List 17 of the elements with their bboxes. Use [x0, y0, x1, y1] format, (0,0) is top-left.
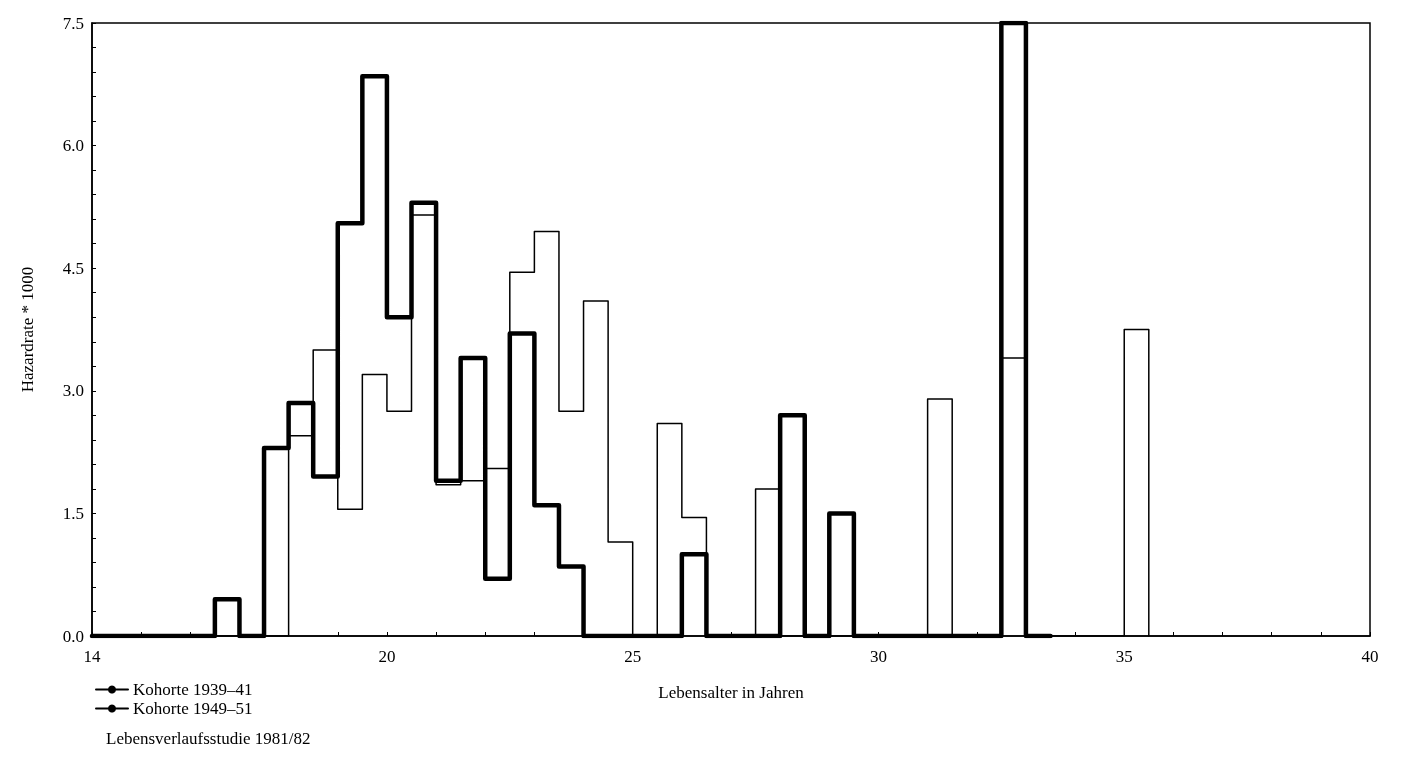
y-tick-label: 1.5 — [62, 503, 84, 523]
x-tick-label: 20 — [378, 647, 396, 666]
x-tick-label: 40 — [1361, 647, 1379, 666]
y-tick-label: 6.0 — [62, 136, 84, 156]
y-tick-label: 4.5 — [62, 258, 84, 278]
y-tick-label: 3.0 — [62, 381, 84, 401]
y-tick-label: 0.0 — [62, 626, 84, 646]
y-tick-label: 7.5 — [62, 13, 84, 33]
text: Lebensverlaufsstudie 1981/82 — [106, 729, 311, 748]
x-tick-label: 14 — [83, 647, 101, 666]
legend-label: Kohorte 1949–51 — [133, 699, 253, 718]
x-tick-label: 30 — [869, 647, 887, 666]
x-tick-label: 35 — [1115, 647, 1133, 666]
legend-label: Kohorte 1939–41 — [133, 680, 253, 699]
y-axis-title: Hazardrate * 1000 — [18, 266, 37, 393]
x-axis-title: Lebensalter in Jahren — [658, 683, 805, 702]
x-tick-label: 25 — [624, 647, 642, 666]
